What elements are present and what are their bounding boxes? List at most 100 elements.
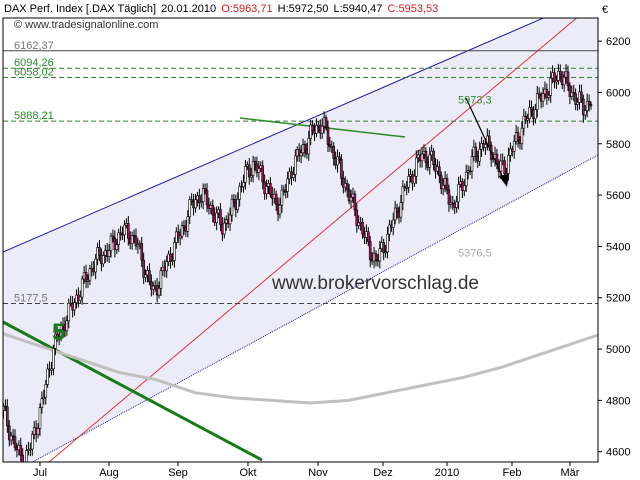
plot-area: [3, 18, 598, 470]
candle-body: [24, 467, 26, 470]
candle-body: [522, 115, 526, 129]
candle-body: [568, 85, 572, 97]
candle-body: [144, 274, 147, 278]
candle-body: [265, 186, 268, 195]
candle-body: [413, 175, 416, 184]
y-tick-label: 5000: [606, 344, 630, 356]
candle-body: [547, 95, 551, 98]
candle-body: [238, 185, 241, 200]
candle-body: [40, 398, 44, 408]
candle-body: [80, 278, 84, 298]
candle-body: [455, 201, 458, 208]
candle-body: [589, 104, 593, 107]
candle-body: [307, 138, 311, 155]
candle-body: [366, 231, 370, 242]
candle-body: [562, 76, 566, 86]
candle-body: [382, 242, 385, 253]
candle-body: [84, 272, 88, 282]
candle-body: [261, 165, 265, 183]
forecast-arrowhead: [499, 174, 509, 187]
y-tick-label: 5800: [606, 139, 630, 151]
candle-body: [516, 132, 520, 141]
candle-body: [198, 195, 201, 204]
candle-body: [374, 253, 378, 261]
candle-body: [292, 174, 295, 178]
candle-body: [445, 178, 449, 191]
source-credit: © www.tradesignalonline.com: [14, 19, 159, 31]
candle-body: [405, 187, 409, 189]
candle-body: [42, 396, 46, 399]
candle-body: [585, 100, 589, 111]
watermark: www.brokervorschlag.de: [271, 273, 479, 294]
candle-body: [361, 222, 364, 235]
candle-body: [576, 101, 579, 105]
candle-body: [549, 77, 553, 96]
candle-body: [384, 251, 387, 254]
candle-body: [414, 157, 418, 177]
support-trend-line: [48, 18, 578, 462]
candle-body: [134, 235, 138, 247]
candle-body: [50, 368, 53, 371]
candle-body: [349, 197, 353, 202]
candle-body: [401, 186, 405, 203]
candle-body: [309, 124, 313, 139]
candle-body: [447, 189, 451, 205]
candle-body: [391, 219, 395, 228]
candle-body: [65, 320, 69, 332]
close-value: C:5953,53: [387, 3, 439, 15]
candle-body: [111, 235, 115, 239]
candle-body: [378, 248, 382, 262]
candle-body: [512, 141, 516, 152]
candle-body: [439, 175, 443, 190]
candle-body: [157, 288, 161, 296]
open-value: O:5963,71: [221, 3, 273, 15]
candle-body: [165, 261, 168, 272]
candle-body: [299, 152, 303, 157]
candle-body: [582, 98, 585, 116]
candle-body: [180, 225, 184, 237]
candle-body: [36, 428, 40, 435]
candle-body: [190, 199, 193, 202]
candle-body: [57, 336, 61, 339]
candle-body: [457, 184, 460, 203]
candle-body: [462, 185, 466, 191]
channel-lower-line: [31, 154, 598, 462]
candle-body: [474, 146, 478, 157]
candle-body: [328, 144, 332, 147]
channel-upper-line: [3, 18, 545, 253]
candle-body: [535, 93, 539, 110]
candle-body: [558, 71, 562, 76]
candle-body: [280, 189, 284, 206]
candle-body: [59, 324, 63, 338]
candle-body: [269, 183, 272, 195]
candle-body: [123, 224, 126, 236]
candle-body: [186, 216, 190, 232]
wave-label: 5: [52, 319, 65, 346]
candle-body: [574, 93, 577, 105]
x-tick-label: Mär: [561, 467, 580, 479]
candle-body: [55, 333, 59, 338]
candle-body: [530, 107, 533, 111]
candle-body: [345, 183, 349, 191]
candle-body: [127, 223, 130, 239]
x-tick-label: Nov: [308, 467, 328, 479]
candle-body: [142, 259, 145, 278]
candle-body: [223, 222, 226, 235]
candle-body: [470, 156, 474, 172]
candle-body: [117, 232, 120, 246]
candle-body: [537, 93, 541, 96]
candle-body: [274, 193, 278, 205]
candle-body: [52, 347, 55, 370]
candle-body: [572, 92, 576, 95]
high-value: H:5972,50: [277, 3, 329, 15]
level-label: 5888,21: [14, 110, 54, 122]
candle-body: [211, 205, 215, 216]
candle-body: [176, 231, 180, 239]
candle-body: [150, 281, 153, 290]
bar-date: 20.01.2010: [161, 3, 217, 15]
candle-body: [438, 166, 441, 176]
candle-body: [257, 167, 261, 173]
candle-body: [219, 209, 222, 226]
y-tick-label: 4800: [606, 395, 630, 407]
candle-body: [215, 212, 218, 223]
